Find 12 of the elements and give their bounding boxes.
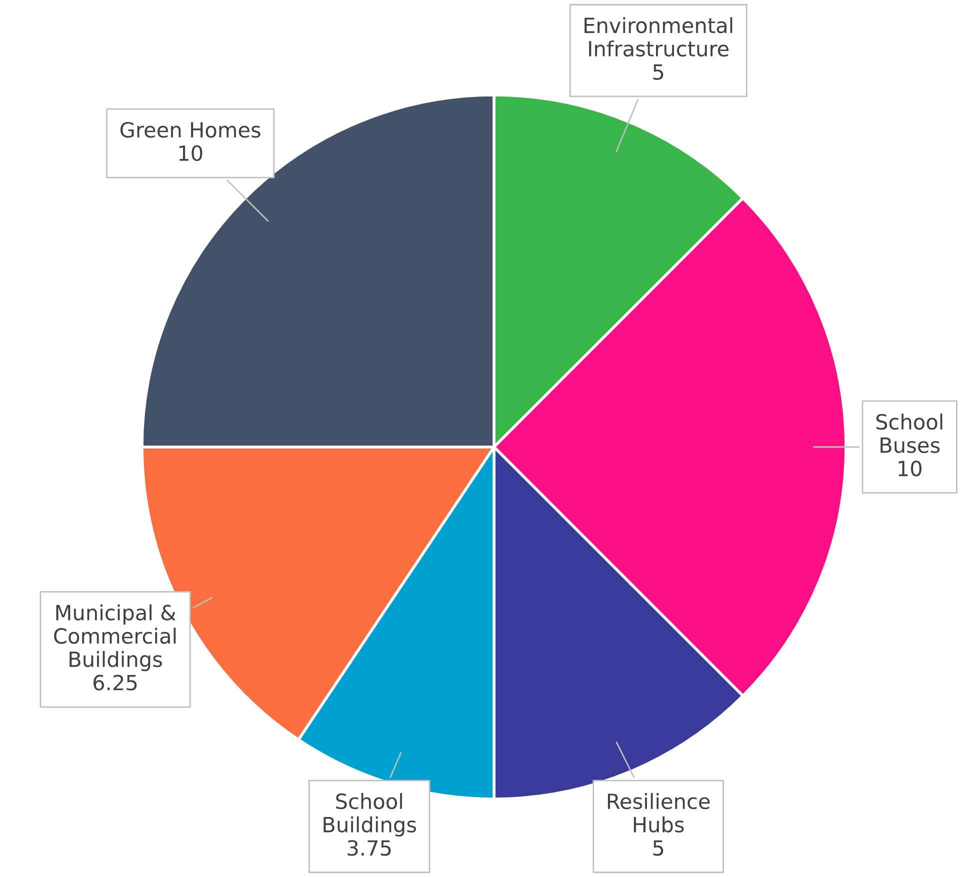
slice-label: Green Homes [120,122,260,138]
slice-label: School Buses [876,414,942,454]
data-label: 3.75 [348,840,391,856]
data-label: 5 [653,840,664,856]
slice-label: Environmental Infrastructure [584,17,732,57]
slice-label: Municipal & Commercial Buildings [54,604,176,672]
data-label: 5 [653,64,664,80]
slice-label: School Buildings [324,793,416,837]
slice-label: Resilience Hubs [608,793,710,833]
data-label: 6.25 [94,674,137,690]
data-label: 10 [898,460,922,476]
data-label: 10 [179,145,202,162]
